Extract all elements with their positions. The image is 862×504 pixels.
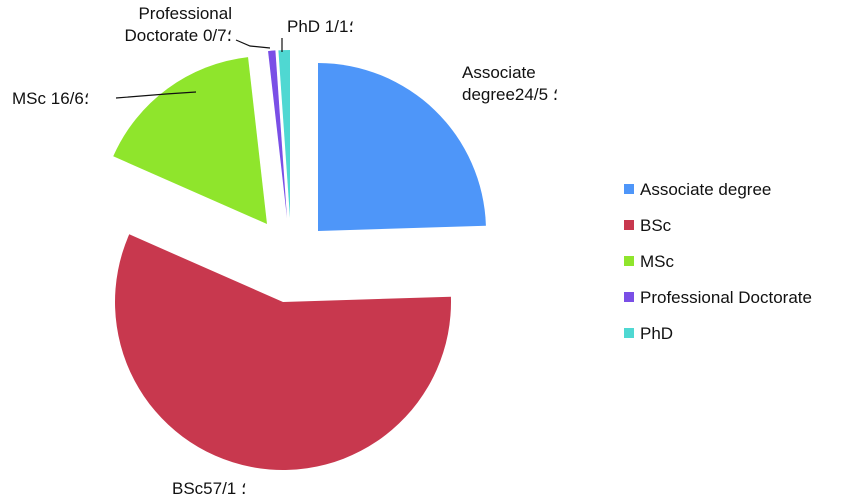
leader-line-msc	[115, 91, 197, 99]
data-labels: Associate degree24/5 ؛ BSc57/1 ؛ MSc ؛16/6 P…	[12, 4, 558, 498]
pie-slice-professional-doctorate	[268, 50, 287, 219]
data-label-line: Associate	[462, 63, 536, 82]
pie-slice-bsc	[115, 234, 452, 470]
data-label-bsc: BSc57/1 ؛	[172, 479, 246, 498]
data-label-line: BSc57/1 ؛	[172, 479, 246, 498]
pie-slice-phd	[278, 50, 290, 218]
legend: Associate degree BSc MSc Professional Docto…	[624, 180, 812, 343]
legend-label-phd: PhD	[640, 324, 673, 343]
legend-swatch-msc	[624, 256, 634, 266]
pie-slice-associate-degree	[318, 63, 486, 231]
legend-label-bsc: BSc	[640, 216, 672, 235]
legend-swatch-professional-doctorate	[624, 292, 634, 302]
data-label-msc: MSc ؛16/6	[12, 89, 89, 108]
data-label-professional-doctorate: Professional Doctorate ؛0/7	[125, 4, 232, 45]
data-label-associate-degree: Associate degree24/5 ؛	[462, 63, 558, 104]
data-label-line: PhD ؛1/1	[287, 17, 354, 36]
data-label-line: Professional	[138, 4, 232, 23]
data-label-phd: PhD ؛1/1	[287, 17, 354, 36]
label-leader-lines	[115, 38, 283, 99]
legend-swatch-phd	[624, 328, 634, 338]
data-label-line: MSc ؛16/6	[12, 89, 89, 108]
pie-slices	[113, 50, 486, 470]
legend-swatch-associate-degree	[624, 184, 634, 194]
pie-slice-msc	[113, 57, 268, 224]
leader-line-professional-doctorate	[235, 39, 271, 49]
legend-label-msc: MSc	[640, 252, 675, 271]
data-label-line: Doctorate ؛0/7	[125, 26, 232, 45]
data-label-line: degree24/5 ؛	[462, 85, 558, 104]
legend-label-associate-degree: Associate degree	[640, 180, 771, 199]
legend-label-professional-doctorate: Professional Doctorate	[640, 288, 812, 307]
legend-swatch-bsc	[624, 220, 634, 230]
